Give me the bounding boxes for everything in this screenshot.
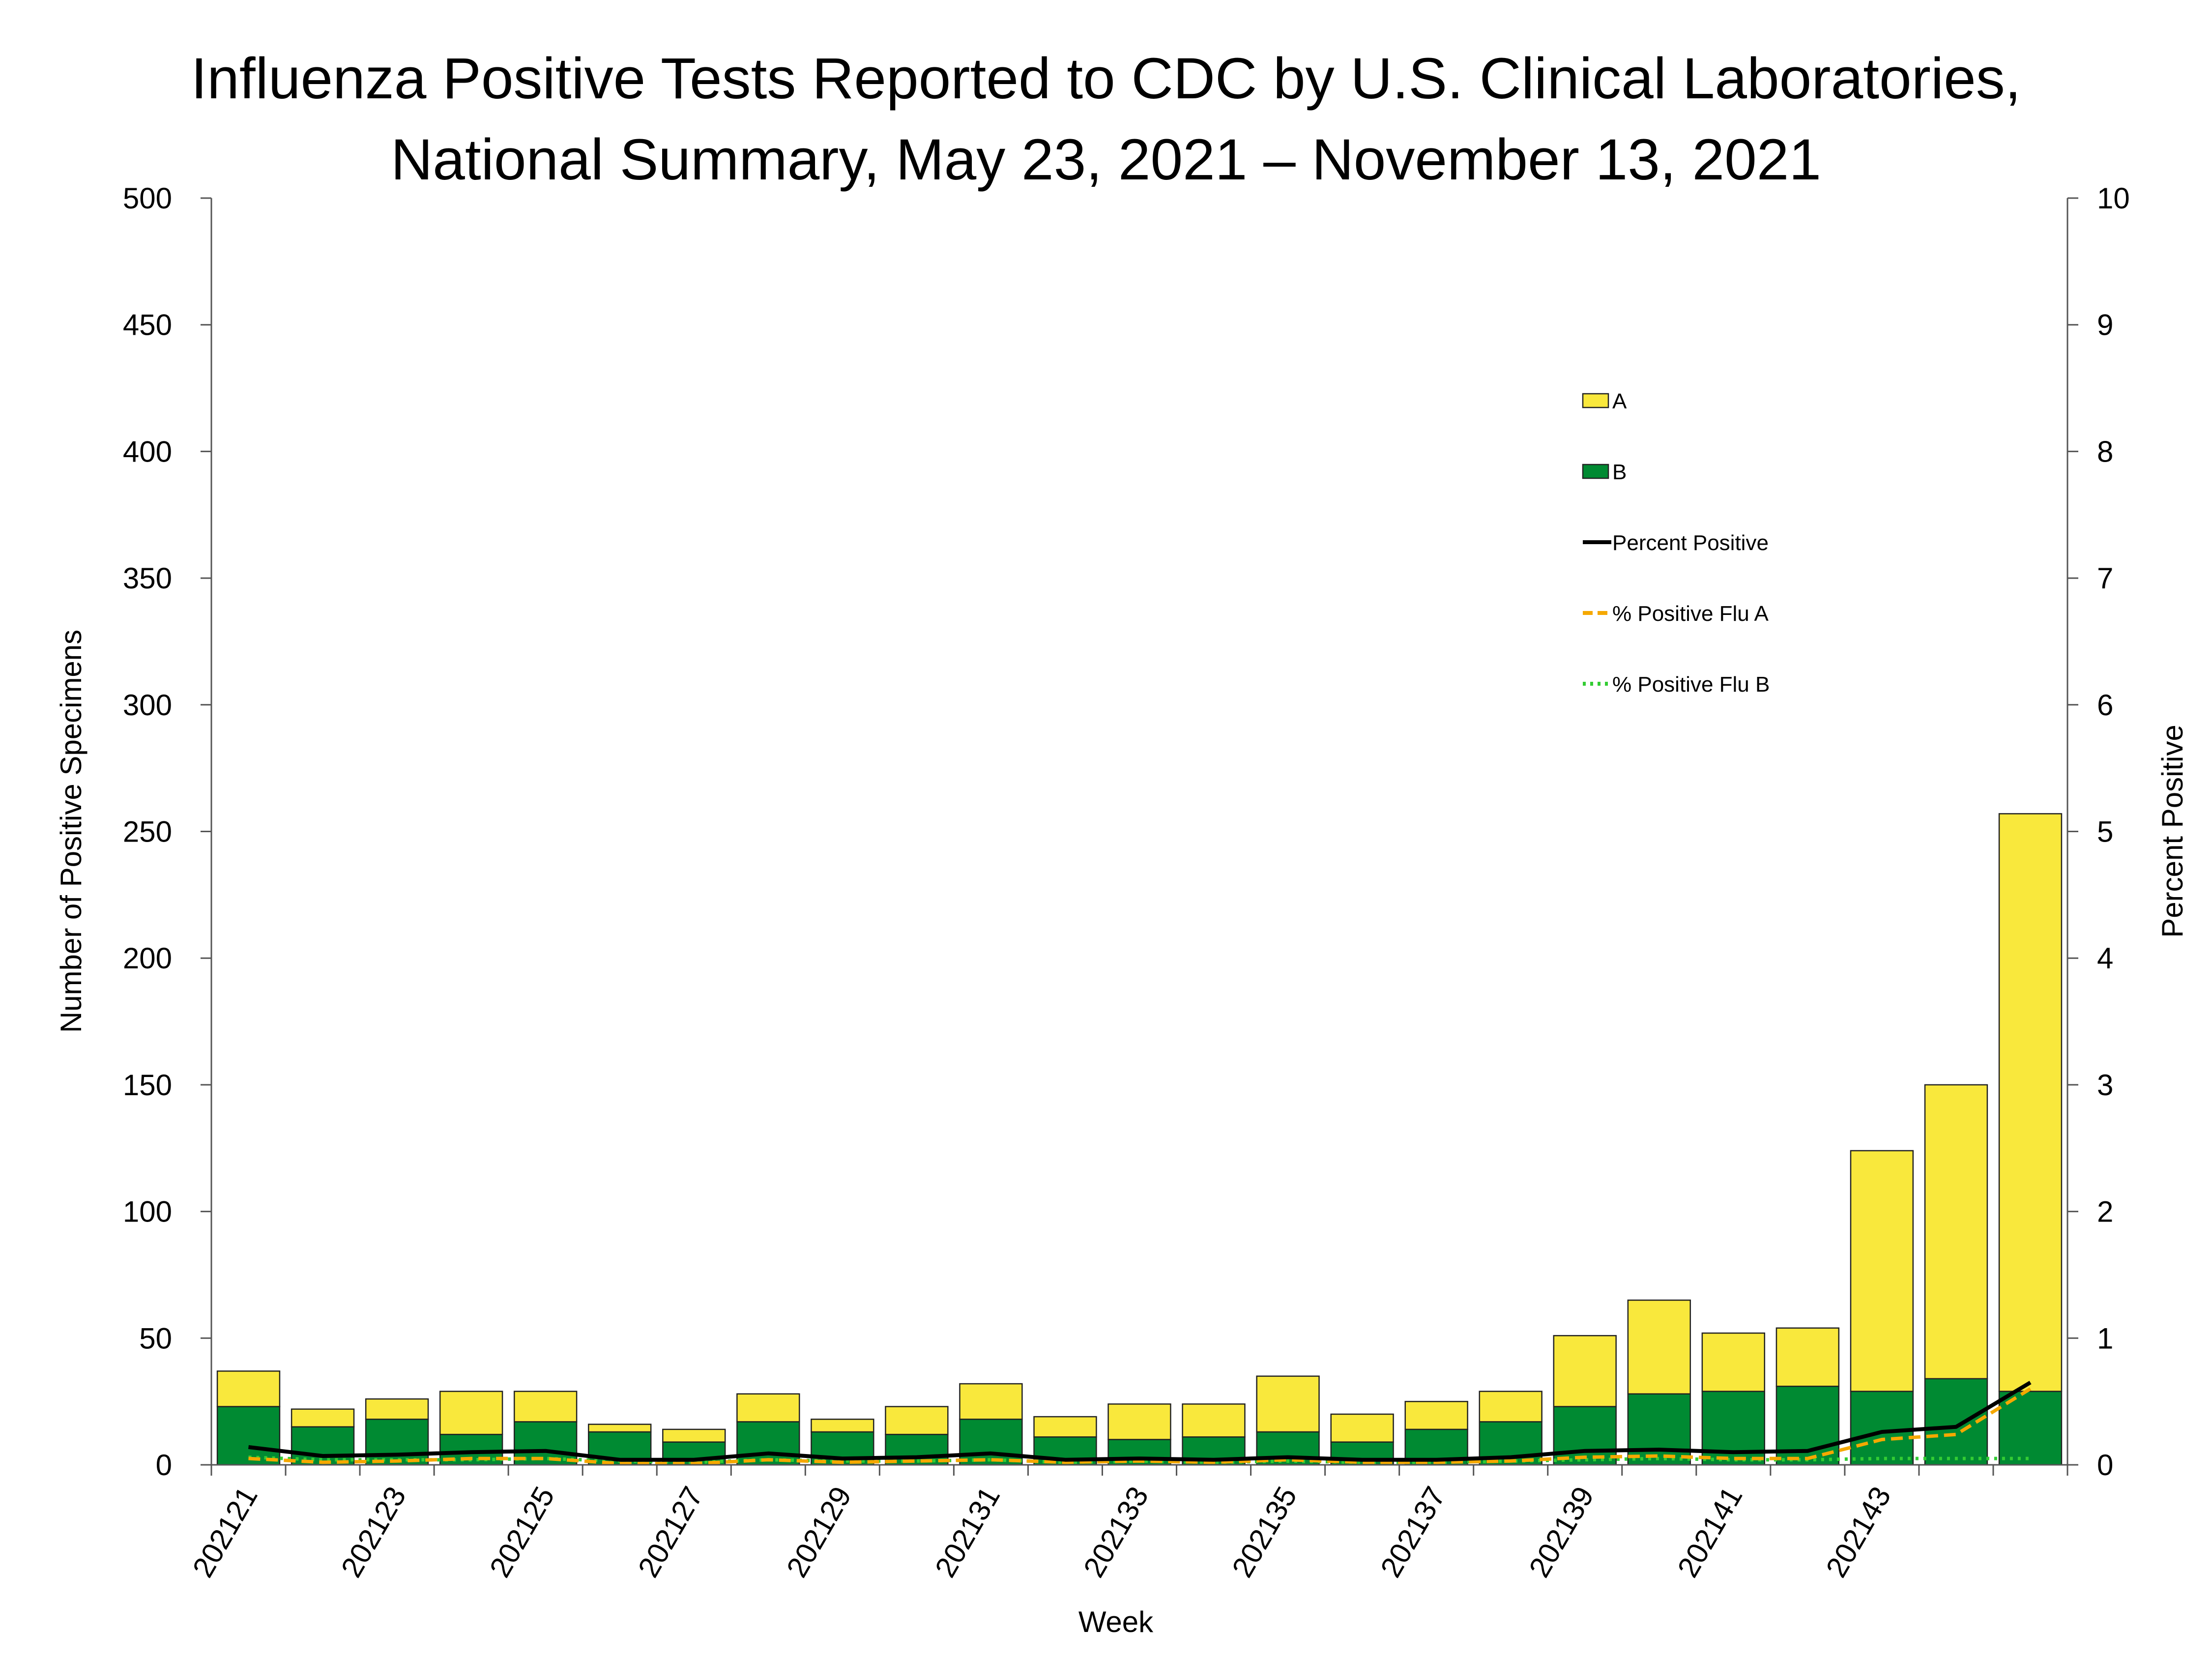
line-percent-positive: [248, 1381, 2032, 1462]
bar-b: [1553, 1406, 1617, 1466]
x-tick-label: 202141: [1671, 1481, 1748, 1583]
legend-label: % Positive Flu A: [1612, 602, 1769, 626]
y-axis-title: Number of Positive Specimens: [55, 630, 87, 1033]
chart-title-line-2: National Summary, May 23, 2021 – Novembe…: [391, 127, 1821, 192]
x-axis-title: Week: [1078, 1605, 1154, 1638]
left-y-ticks: 0 50 100 150 200 250 300 350 400 450 500: [123, 182, 211, 1482]
legend-swatch: [1582, 464, 1609, 479]
bar-a: [216, 1370, 281, 1407]
bar-a: [662, 1428, 726, 1443]
x-tick-label: 202139: [1522, 1481, 1600, 1583]
x-tick-label: 202127: [632, 1481, 709, 1583]
bar-a: [1553, 1335, 1617, 1407]
y-tick-label: 300: [123, 689, 172, 722]
bar-a: [291, 1408, 355, 1427]
legend-label: Percent Positive: [1612, 531, 1769, 555]
bar-a: [885, 1406, 949, 1435]
y-tick-label: 250: [123, 815, 172, 848]
lines-layer: [248, 1381, 2032, 1465]
bar-b: [959, 1418, 1023, 1466]
bar-b: [1627, 1393, 1691, 1466]
right-y-ticks: 0 1 2 3 4 5 6 7 8 9 10: [2067, 182, 2130, 1482]
bar-a: [1924, 1084, 1988, 1380]
x-tick-label: 202143: [1820, 1481, 1897, 1583]
y-tick-label: 500: [123, 182, 172, 215]
line-positive-flu-a: [248, 1387, 2032, 1465]
x-tick-label: 202131: [929, 1481, 1006, 1583]
x-ticks: 202121 202123 202125 202127 202129 202131 2021…: [186, 1465, 2068, 1583]
bars-layer: [216, 813, 2063, 1466]
y-tick-label: 400: [123, 435, 172, 468]
y2-tick-label: 9: [2097, 309, 2113, 342]
y2-tick-label: 2: [2097, 1195, 2113, 1228]
bar-b: [1850, 1391, 1914, 1466]
y-tick-label: 50: [139, 1322, 172, 1355]
y-tick-label: 200: [123, 942, 172, 975]
bar-a: [1627, 1299, 1691, 1395]
bar-a: [1107, 1403, 1171, 1440]
y-tick-label: 0: [156, 1449, 172, 1482]
y2-tick-label: 3: [2097, 1069, 2113, 1102]
bar-a: [439, 1391, 503, 1435]
bar-a: [588, 1424, 652, 1433]
bar-a: [1256, 1375, 1320, 1433]
y-tick-label: 350: [123, 562, 172, 595]
bar-a: [811, 1418, 874, 1433]
y2-axis-title: Percent Positive: [2156, 725, 2189, 938]
bar-a: [1404, 1400, 1468, 1430]
legend: A B Percent Positive % Positive Flu A % Posi…: [1582, 389, 1770, 697]
legend-swatch: [1582, 393, 1609, 408]
y2-tick-label: 10: [2097, 182, 2130, 215]
bar-b: [736, 1421, 800, 1466]
y-tick-label: 100: [123, 1195, 172, 1228]
bar-a: [1775, 1327, 1840, 1387]
y2-tick-label: 1: [2097, 1322, 2113, 1355]
y2-tick-label: 4: [2097, 942, 2113, 975]
y-tick-label: 150: [123, 1069, 172, 1102]
bar-a: [1479, 1391, 1543, 1423]
y2-tick-label: 7: [2097, 562, 2113, 595]
y2-tick-label: 5: [2097, 815, 2113, 848]
bar-a: [1998, 813, 2063, 1392]
x-tick-label: 202125: [483, 1481, 561, 1583]
x-tick-label: 202137: [1374, 1481, 1452, 1583]
y2-tick-label: 6: [2097, 689, 2113, 722]
legend-label: A: [1612, 389, 1627, 413]
bar-a: [959, 1383, 1023, 1420]
bar-a: [1701, 1332, 1766, 1392]
axes: [210, 198, 2068, 1466]
bar-a: [513, 1391, 578, 1423]
y2-tick-label: 8: [2097, 435, 2113, 468]
bar-a: [1330, 1413, 1394, 1443]
x-tick-label: 202121: [186, 1481, 264, 1583]
bar-b: [216, 1406, 281, 1466]
legend-label: % Positive Flu B: [1612, 672, 1770, 697]
bar-b: [365, 1418, 429, 1466]
chart-title-line-1: Influenza Positive Tests Reported to CDC…: [191, 46, 2021, 111]
bar-a: [1033, 1416, 1097, 1438]
bar-a: [1850, 1150, 1914, 1392]
x-tick-label: 202135: [1225, 1481, 1303, 1583]
bar-b: [291, 1426, 355, 1466]
x-tick-label: 202133: [1077, 1481, 1155, 1583]
x-tick-label: 202129: [780, 1481, 858, 1583]
bar-a: [736, 1393, 800, 1423]
bar-a: [1182, 1403, 1246, 1438]
y2-tick-label: 0: [2097, 1449, 2113, 1482]
legend-label: B: [1612, 460, 1627, 484]
bar-a: [365, 1398, 429, 1420]
x-tick-label: 202123: [335, 1481, 412, 1583]
y-tick-label: 450: [123, 309, 172, 342]
